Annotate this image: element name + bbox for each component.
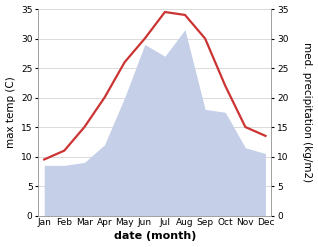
Y-axis label: max temp (C): max temp (C) xyxy=(5,76,16,148)
Y-axis label: med. precipitation (kg/m2): med. precipitation (kg/m2) xyxy=(302,42,313,182)
X-axis label: date (month): date (month) xyxy=(114,231,196,242)
